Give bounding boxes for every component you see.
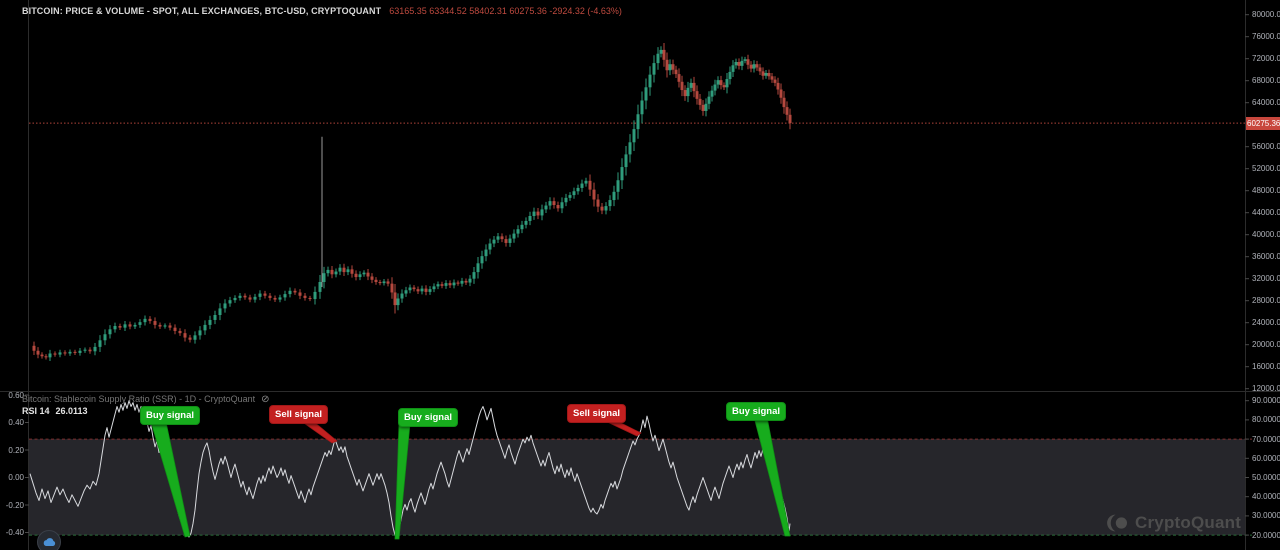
current-price-tag: 60275.36 bbox=[1246, 116, 1280, 130]
rsi-label: RSI 14 bbox=[22, 406, 50, 416]
rsi-axis-tick-label: 20.0000 bbox=[1252, 530, 1280, 540]
price-axis-tick-label: 12000.00 bbox=[1252, 384, 1280, 394]
cloud-icon bbox=[43, 538, 55, 546]
buy-signal-label[interactable]: Buy signal bbox=[726, 402, 787, 421]
ohlc-values: 63165.35 63344.52 58402.31 60275.36 -292… bbox=[389, 6, 622, 16]
buy-signal-label[interactable]: Buy signal bbox=[140, 406, 201, 425]
rsi-axis-tick-label: 90.0000 bbox=[1252, 396, 1280, 406]
indicator-title: Bitcoin: Stablecoin Supply Ratio (SSR) -… bbox=[22, 394, 256, 404]
price-series bbox=[32, 42, 792, 361]
price-axis-tick-label: 72000.00 bbox=[1252, 54, 1280, 64]
watermark-text: CryptoQuant bbox=[1135, 513, 1242, 532]
signal-tails bbox=[150, 416, 791, 540]
sell-signal-label[interactable]: Sell signal bbox=[269, 405, 328, 424]
rsi-value: 26.0113 bbox=[55, 406, 88, 416]
cryptoquant-logo-icon bbox=[1107, 514, 1127, 532]
price-axis-tick-label: 36000.00 bbox=[1252, 252, 1280, 262]
rsi-neutral-band bbox=[29, 439, 1245, 536]
rsi-axis-tick-label: 50.0000 bbox=[1252, 473, 1280, 482]
cryptoquant-watermark: CryptoQuant bbox=[1106, 513, 1241, 533]
rsi-axis-tick-label: 40.0000 bbox=[1252, 492, 1280, 502]
price-axis-tick-label: 24000.00 bbox=[1252, 318, 1280, 328]
sell-signal-label[interactable]: Sell signal bbox=[567, 404, 626, 423]
buy-signal-label[interactable]: Buy signal bbox=[398, 408, 459, 427]
ssr-axis-tick-label: -0.20 bbox=[5, 500, 24, 510]
rsi-axis-tick-label: 80.0000 bbox=[1252, 415, 1280, 425]
rsi-axis-tick-label: 60.0000 bbox=[1252, 453, 1280, 463]
price-axis-tick-label: 20000.00 bbox=[1252, 340, 1280, 350]
price-axis-tick-label: 40000.00 bbox=[1252, 230, 1280, 240]
price-axis-tick-label: 64000.00 bbox=[1252, 98, 1280, 108]
price-axis-tick-label: 16000.00 bbox=[1252, 362, 1280, 372]
price-axis-tick-label: 52000.00 bbox=[1252, 164, 1280, 174]
rsi-axis-tick-label: 70.0000 bbox=[1252, 434, 1280, 444]
price-axis-tick-label: 44000.00 bbox=[1252, 208, 1280, 218]
price-axis-tick-label: 68000.00 bbox=[1252, 76, 1280, 86]
ssr-axis-tick-label: 0.40 bbox=[8, 418, 24, 427]
price-axis-tick-label: 48000.00 bbox=[1252, 186, 1280, 196]
main-chart-title: BITCOIN: PRICE & VOLUME - SPOT, ALL EXCH… bbox=[22, 6, 382, 16]
ssr-axis-tick-label: 0.60 bbox=[8, 390, 24, 400]
ssr-axis-tick-label: -0.40 bbox=[5, 528, 24, 537]
indicator-legend: Bitcoin: Stablecoin Supply Ratio (SSR) -… bbox=[22, 394, 270, 417]
price-axis-tick-label: 56000.00 bbox=[1252, 142, 1280, 152]
price-axis-tick-label: 80000.00 bbox=[1252, 10, 1280, 20]
ssr-axis-tick-label: 0.20 bbox=[8, 445, 24, 455]
ssr-axis-tick-label: 0.00 bbox=[8, 473, 24, 482]
rsi-axis-tick-label: 30.0000 bbox=[1252, 511, 1280, 521]
cryptoquant-cloud-button[interactable] bbox=[37, 530, 61, 550]
price-axis-tick-label: 76000.00 bbox=[1252, 32, 1280, 42]
price-axis-tick-label: 28000.00 bbox=[1252, 296, 1280, 306]
eye-hidden-icon[interactable]: ⊘ bbox=[261, 394, 270, 405]
price-axis-tick-label: 32000.00 bbox=[1252, 274, 1280, 284]
main-chart-legend: BITCOIN: PRICE & VOLUME - SPOT, ALL EXCH… bbox=[22, 6, 622, 16]
